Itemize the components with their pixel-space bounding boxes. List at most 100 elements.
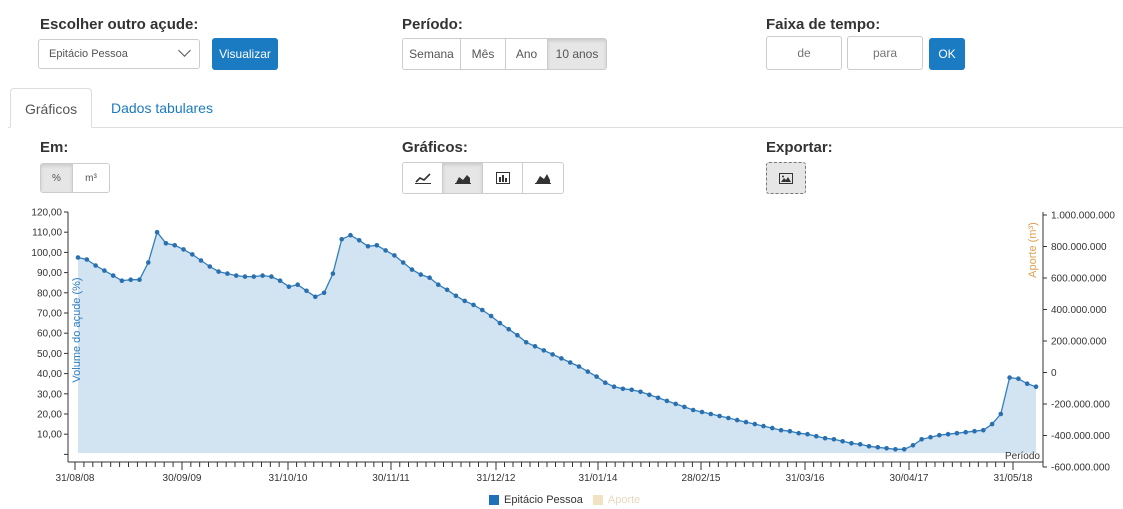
data-point — [304, 288, 309, 294]
line-chart-icon[interactable] — [403, 163, 443, 193]
data-point — [919, 437, 924, 442]
right-tick-label: -600.000.000 — [1051, 463, 1110, 474]
data-point — [734, 417, 740, 423]
reservoir-select-value: Epitácio Pessoa — [49, 48, 128, 60]
data-point — [796, 430, 801, 436]
periodo-option-1[interactable]: Mês — [461, 39, 506, 69]
data-point — [541, 348, 547, 353]
bar-chart-icon[interactable] — [483, 163, 523, 193]
data-point — [787, 428, 793, 434]
legend-label-series[interactable]: Epitácio Pessoa — [504, 494, 583, 506]
data-point — [673, 401, 678, 407]
data-point — [330, 271, 336, 276]
right-axis-label: Aporte (m³) — [1027, 222, 1039, 278]
right-tick-label: 200.000.000 — [1051, 337, 1107, 348]
x-tick-label: 31/08/08 — [56, 473, 95, 484]
chevron-down-icon — [178, 44, 191, 57]
right-tick-label: -200.000.000 — [1051, 400, 1110, 411]
data-point — [743, 419, 749, 425]
left-tick-label: 70,00 — [37, 309, 62, 320]
data-point — [928, 434, 933, 440]
data-point — [321, 290, 327, 296]
reservoir-select[interactable]: Epitácio Pessoa — [38, 39, 200, 69]
data-point — [154, 229, 160, 235]
area-chart-icon[interactable] — [443, 163, 483, 193]
periodo-option-0[interactable]: Semana — [403, 39, 461, 69]
data-point — [444, 287, 450, 293]
tab-graficos[interactable]: Gráficos — [10, 88, 93, 128]
data-point — [383, 248, 388, 253]
export-image-button[interactable] — [766, 162, 806, 194]
data-point — [163, 241, 169, 246]
em-title: Em: — [40, 139, 69, 156]
data-point — [190, 252, 195, 257]
data-point — [515, 332, 520, 338]
x-tick-label: 30/11/11 — [372, 473, 410, 484]
data-point — [295, 282, 301, 287]
data-point — [620, 386, 626, 392]
data-point — [356, 238, 362, 243]
date-to-input[interactable] — [847, 36, 923, 70]
data-point — [901, 447, 907, 452]
tab-dados-tabulares[interactable]: Dados tabulares — [111, 100, 213, 116]
data-point — [216, 269, 221, 274]
data-point — [998, 411, 1004, 417]
periodo-option-3[interactable]: 10 anos — [548, 39, 606, 69]
data-point — [910, 443, 916, 448]
legend-label-aporte[interactable]: Aporte — [607, 494, 641, 506]
x-tick-label: 31/01/14 — [579, 473, 618, 484]
left-tick-label: 120,00 — [31, 208, 62, 219]
ok-button[interactable]: OK — [929, 38, 965, 70]
data-point — [840, 439, 845, 444]
data-point — [462, 298, 468, 304]
left-tick-label: 80,00 — [37, 288, 62, 299]
data-point — [866, 444, 872, 449]
data-point — [225, 271, 230, 276]
left-tick-label: 60,00 — [37, 329, 62, 340]
data-point — [875, 445, 881, 450]
visualize-button[interactable]: Visualizar — [212, 38, 278, 70]
periodo-option-2[interactable]: Ano — [506, 39, 548, 69]
data-point — [93, 263, 98, 268]
unit-option-0[interactable]: % — [41, 164, 73, 192]
right-tick-label: 400.000.000 — [1051, 305, 1107, 316]
data-point — [717, 413, 722, 419]
unit-segment: % m³ — [40, 163, 110, 193]
data-point — [172, 243, 177, 248]
data-point — [576, 364, 582, 369]
left-axis-label: Volume do açude (%) — [71, 277, 83, 382]
data-point — [137, 277, 142, 282]
right-tick-label: -400.000.000 — [1051, 431, 1110, 442]
right-tick-label: 0 — [1051, 368, 1057, 379]
area-chart-alt-icon[interactable] — [523, 163, 563, 193]
data-point — [752, 421, 758, 427]
left-tick-label: 110,00 — [32, 228, 62, 239]
date-from-input[interactable] — [766, 36, 842, 70]
image-icon — [779, 172, 793, 184]
data-point — [1016, 376, 1021, 381]
exportar-title: Exportar: — [766, 139, 833, 156]
data-point — [532, 344, 538, 349]
data-point — [497, 320, 503, 326]
data-point — [418, 272, 424, 277]
data-point — [655, 395, 661, 401]
data-point — [260, 273, 265, 278]
tabs-divider — [8, 127, 1123, 128]
data-point — [945, 431, 951, 437]
left-tick-label: 50,00 — [37, 349, 62, 360]
data-point — [523, 340, 529, 345]
data-point — [242, 274, 248, 279]
data-point — [884, 446, 889, 451]
data-point — [286, 284, 292, 289]
data-point — [726, 415, 731, 421]
x-tick-label: 31/05/18 — [994, 473, 1033, 484]
chart-area: 120,00 110,00 100,00 90,00 80,00 70,00 60,00 50… — [31, 208, 1115, 485]
data-point — [233, 273, 239, 278]
unit-option-1[interactable]: m³ — [73, 164, 109, 192]
data-point — [989, 421, 995, 427]
left-tick-label: 20,00 — [37, 410, 62, 421]
data-point — [128, 277, 133, 282]
data-point — [75, 255, 81, 260]
faixa-title: Faixa de tempo: — [766, 16, 881, 33]
right-tick-label: 600.000.000 — [1051, 274, 1107, 285]
